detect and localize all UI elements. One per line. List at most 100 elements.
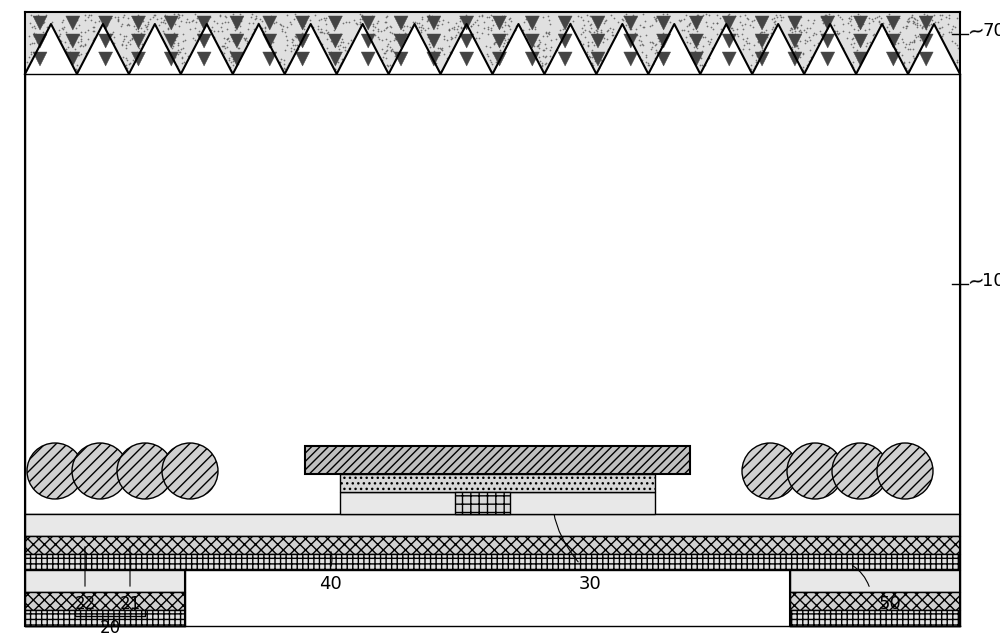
Polygon shape — [164, 34, 178, 48]
Point — [318, 19, 334, 30]
Point — [352, 17, 368, 27]
Point — [114, 39, 130, 49]
Point — [320, 27, 336, 37]
Point — [522, 20, 538, 30]
Point — [230, 59, 246, 70]
Point — [97, 16, 113, 26]
Point — [747, 61, 763, 71]
Point — [114, 40, 130, 50]
Point — [330, 41, 346, 51]
Point — [227, 21, 243, 32]
Point — [340, 38, 356, 48]
Point — [654, 32, 670, 43]
Point — [628, 12, 644, 22]
Point — [507, 24, 523, 35]
Point — [265, 37, 281, 48]
Point — [519, 12, 535, 23]
Point — [334, 53, 350, 64]
Point — [861, 13, 877, 23]
Point — [420, 15, 436, 25]
Point — [221, 35, 237, 46]
Point — [354, 14, 370, 24]
Point — [29, 37, 45, 47]
Point — [499, 37, 515, 48]
Point — [179, 14, 195, 24]
Bar — [25, 554, 960, 570]
Point — [689, 38, 705, 48]
Polygon shape — [525, 16, 539, 30]
Point — [802, 44, 818, 55]
Point — [927, 17, 943, 28]
Point — [699, 21, 715, 31]
Point — [369, 17, 385, 28]
Point — [171, 47, 187, 57]
Point — [236, 33, 252, 43]
Point — [101, 12, 117, 22]
Point — [263, 11, 279, 21]
Point — [140, 17, 156, 28]
Point — [26, 21, 42, 31]
Point — [229, 32, 245, 43]
Point — [421, 39, 437, 49]
Point — [383, 45, 399, 55]
Point — [745, 21, 761, 32]
Point — [694, 60, 710, 70]
Point — [689, 22, 705, 32]
Point — [247, 14, 263, 24]
Point — [254, 15, 270, 26]
Point — [903, 12, 919, 22]
Point — [364, 12, 380, 22]
Point — [407, 17, 423, 27]
Point — [300, 11, 316, 21]
Polygon shape — [886, 16, 900, 30]
Point — [901, 57, 917, 68]
Point — [698, 9, 714, 19]
Point — [648, 15, 664, 26]
Point — [801, 32, 817, 42]
Point — [735, 44, 751, 54]
Point — [44, 17, 60, 27]
Point — [77, 27, 93, 37]
Point — [949, 57, 965, 67]
Bar — [340, 474, 655, 492]
Point — [286, 43, 302, 53]
Point — [319, 33, 335, 44]
Point — [167, 48, 183, 59]
Point — [605, 30, 621, 41]
Point — [149, 14, 165, 24]
Point — [898, 23, 914, 33]
Point — [118, 43, 134, 53]
Point — [268, 17, 284, 27]
Point — [362, 31, 378, 41]
Point — [440, 17, 456, 27]
Point — [222, 46, 238, 56]
Point — [434, 45, 450, 55]
Point — [493, 12, 509, 22]
Point — [181, 17, 197, 27]
Bar — [790, 610, 960, 626]
Point — [887, 14, 903, 24]
Point — [658, 12, 674, 22]
Point — [414, 12, 430, 22]
Point — [685, 30, 701, 40]
Point — [85, 22, 101, 32]
Point — [748, 55, 764, 65]
Point — [192, 14, 208, 24]
Point — [441, 25, 457, 35]
Point — [906, 53, 922, 64]
Point — [930, 17, 946, 27]
Point — [818, 14, 834, 24]
Polygon shape — [788, 52, 802, 66]
Bar — [790, 570, 960, 592]
Point — [653, 41, 669, 52]
Polygon shape — [492, 52, 507, 66]
Point — [232, 21, 248, 32]
Polygon shape — [624, 52, 638, 66]
Polygon shape — [558, 52, 572, 66]
Point — [167, 35, 183, 45]
Point — [430, 43, 446, 53]
Point — [689, 43, 705, 53]
Point — [795, 48, 811, 58]
Point — [160, 24, 176, 34]
Point — [104, 29, 120, 39]
